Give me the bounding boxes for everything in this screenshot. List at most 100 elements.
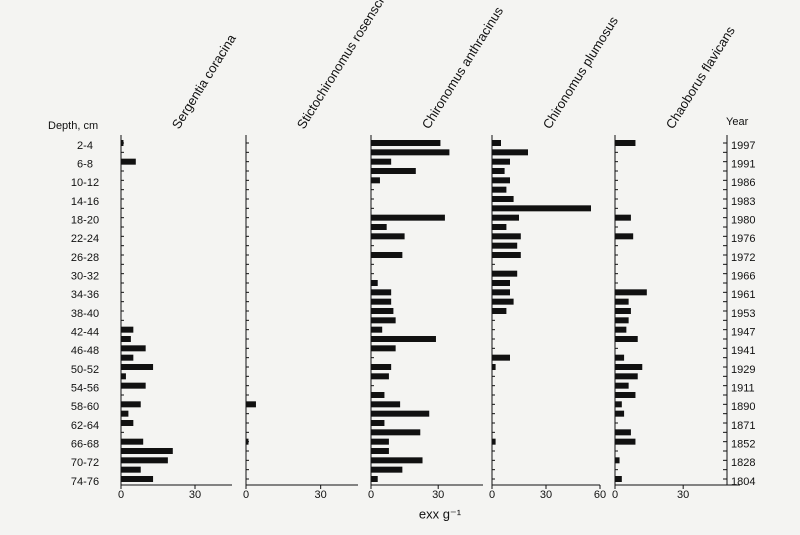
bar (492, 196, 514, 202)
bar (371, 410, 430, 417)
bar (371, 214, 445, 221)
bar (492, 289, 510, 296)
y2-tick-label: 1852 (731, 439, 755, 451)
bar (492, 140, 501, 146)
bar (492, 280, 510, 286)
bar (371, 438, 389, 445)
bar (615, 457, 620, 464)
bar (615, 373, 638, 380)
bar (121, 158, 136, 165)
x-tick-label: 30 (189, 489, 201, 501)
bar (492, 438, 496, 445)
bar (371, 158, 392, 165)
x-tick-label: 30 (432, 489, 444, 501)
bar (492, 224, 507, 230)
y-tick-label: 2-4 (77, 140, 93, 152)
y2-tick-label: 1966 (731, 271, 755, 283)
bar (615, 401, 622, 408)
bar (121, 354, 134, 361)
y2-tick-label: 1991 (731, 159, 755, 171)
series-name: Chironomus anthracinus (419, 4, 507, 132)
y2-tick-label: 1941 (731, 345, 755, 357)
x-tick-label: 0 (368, 489, 374, 501)
y-tick-label: 30-32 (71, 271, 99, 283)
bar (371, 448, 389, 454)
y-tick-label: 50-52 (71, 364, 99, 376)
y-tick-label: 14-16 (71, 196, 99, 208)
bar (492, 298, 514, 305)
bar (121, 438, 144, 445)
y2-tick-label: 1890 (731, 401, 755, 413)
bar (121, 382, 146, 389)
x-tick-label: 30 (315, 489, 327, 501)
bar (371, 476, 378, 482)
y-tick-label: 70-72 (71, 457, 99, 469)
y2-tick-label: 1911 (731, 383, 755, 395)
bar (492, 214, 519, 221)
x-tick-label: 0 (118, 489, 124, 501)
bar (492, 149, 528, 156)
bar (615, 308, 631, 314)
bar (371, 252, 403, 258)
y-tick-label: 26-28 (71, 252, 99, 264)
y2-tick-label: 1980 (731, 215, 755, 227)
bar (371, 392, 385, 398)
y2-tick-label: 1871 (731, 420, 755, 432)
bar (371, 280, 378, 286)
y-tick-label: 58-60 (71, 401, 99, 413)
y-tick-label: 54-56 (71, 383, 99, 395)
x-tick-label: 30 (677, 489, 689, 501)
y-tick-label: 46-48 (71, 345, 99, 357)
y-tick-label: 18-20 (71, 215, 99, 227)
bar (492, 168, 505, 174)
bar (371, 326, 383, 333)
bar (121, 448, 173, 454)
x-tick-label: 0 (489, 489, 495, 501)
bar (371, 429, 421, 436)
bar (371, 149, 450, 156)
bar (615, 438, 636, 445)
bar (246, 438, 249, 445)
bar (121, 420, 134, 426)
y-tick-label: 6-8 (77, 159, 93, 171)
y2-tick-label: 1983 (731, 196, 755, 208)
y2-tick-label: 1929 (731, 364, 755, 376)
bar (615, 140, 636, 146)
bar (615, 317, 629, 324)
y-tick-label: 22-24 (71, 233, 99, 245)
y-tick-label: 62-64 (71, 420, 99, 432)
bar (615, 476, 622, 482)
y2-tick-label: 1953 (731, 308, 755, 320)
y2-tick-label: 1972 (731, 252, 755, 264)
y-tick-label: 34-36 (71, 289, 99, 301)
bar (615, 298, 629, 305)
bar (121, 373, 126, 380)
bar (492, 354, 510, 361)
bar (371, 168, 416, 174)
bar (371, 336, 436, 342)
bar (615, 233, 634, 240)
y2-tick-label: 1947 (731, 327, 755, 339)
bar (121, 476, 154, 482)
y2-axis-title: Year (726, 116, 749, 128)
y2-tick-label: 1976 (731, 233, 755, 245)
bar (371, 233, 405, 240)
bar (615, 364, 643, 370)
y2-tick-label: 1961 (731, 289, 755, 301)
y2-tick-label: 1997 (731, 140, 755, 152)
bar (371, 373, 389, 380)
bar (492, 205, 591, 212)
bar (492, 242, 518, 249)
bar (492, 364, 496, 370)
bar (492, 233, 521, 240)
bar (371, 298, 392, 305)
bar (615, 382, 629, 389)
bar (121, 140, 124, 146)
bar (121, 336, 131, 342)
y-tick-label: 42-44 (71, 327, 99, 339)
bar (371, 308, 394, 314)
x-tick-label: 60 (594, 489, 606, 501)
x-tick-label: 0 (612, 489, 618, 501)
